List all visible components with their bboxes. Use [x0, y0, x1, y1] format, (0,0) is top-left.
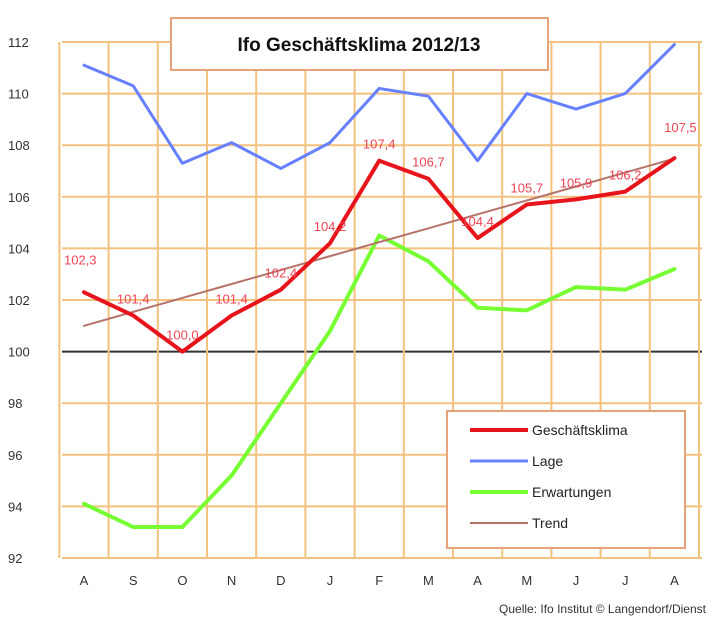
legend-label: Trend	[532, 515, 568, 531]
data-label: 105,7	[511, 181, 544, 196]
y-tick-label: 108	[8, 138, 30, 153]
data-label: 104,4	[461, 214, 494, 229]
series-line-lage	[82, 43, 676, 170]
x-tick-label: M	[521, 573, 532, 588]
y-tick-label: 96	[8, 448, 22, 463]
x-tick-label: N	[227, 573, 236, 588]
x-tick-label: A	[80, 573, 89, 588]
x-tick-label: A	[670, 573, 679, 588]
data-label: 107,5	[664, 120, 697, 135]
data-label: 102,3	[64, 252, 97, 267]
y-tick-label: 102	[8, 293, 30, 308]
y-tick-label: 92	[8, 551, 22, 566]
y-tick-label: 98	[8, 396, 22, 411]
series-line-erwartungen	[82, 233, 677, 530]
series-line-trend	[83, 157, 676, 327]
data-label: 101,4	[117, 291, 150, 306]
data-label: 101,4	[215, 291, 248, 306]
x-tick-label: A	[473, 573, 482, 588]
y-axis-ticks: 112 110 108 106 104 102 100 98 96 94 92	[8, 35, 30, 566]
data-label: 106,7	[412, 155, 445, 170]
legend: Geschäftsklima Lage Erwartungen Trend	[446, 410, 686, 549]
y-tick-label: 112	[8, 35, 29, 50]
data-label: 100,0	[166, 328, 199, 343]
chart-title: Ifo Geschäftsklima 2012/13	[238, 35, 481, 56]
data-label: 107,4	[363, 137, 396, 152]
y-tick-label: 106	[8, 190, 30, 205]
chart-title-frame	[170, 17, 549, 71]
source-note: Quelle: Ifo Institut © Langendorf/Dienst	[499, 602, 707, 616]
x-tick-label: D	[276, 573, 285, 588]
chart-title-box: Ifo Geschäftsklima 2012/13	[170, 17, 549, 71]
data-label: 102,4	[265, 266, 298, 281]
y-tick-label: 100	[8, 345, 30, 360]
legend-label: Geschäftsklima	[532, 422, 628, 438]
x-tick-label: F	[375, 573, 383, 588]
data-label: 104,2	[314, 219, 347, 234]
series-lines	[82, 43, 677, 530]
y-tick-label: 110	[8, 87, 29, 102]
data-label: 106,2	[609, 168, 642, 183]
x-tick-label: O	[177, 573, 187, 588]
data-label: 105,9	[560, 175, 593, 190]
data-labels: 102,3 101,4 100,0 101,4 102,4 104,2 107,4 106,7…	[64, 120, 697, 343]
x-tick-label: J	[327, 573, 334, 588]
legend-label: Erwartungen	[532, 484, 611, 500]
legend-frame	[446, 410, 686, 549]
y-tick-label: 94	[8, 499, 22, 514]
legend-label: Lage	[532, 453, 563, 469]
x-tick-label: M	[423, 573, 434, 588]
x-tick-label: J	[573, 573, 580, 588]
x-tick-label: J	[622, 573, 629, 588]
y-tick-label: 104	[8, 241, 30, 256]
series-line-geschftsklima	[82, 156, 677, 354]
x-tick-label: S	[129, 573, 138, 588]
